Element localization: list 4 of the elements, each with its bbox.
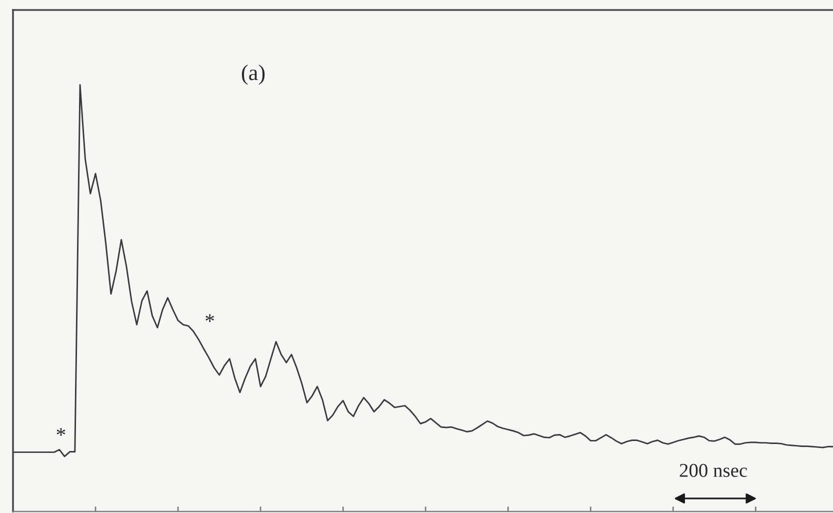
annotation: 200 nsec xyxy=(680,464,747,477)
text: (a) xyxy=(242,64,265,85)
annotation: * xyxy=(206,314,214,322)
annotation: * xyxy=(56,428,66,436)
